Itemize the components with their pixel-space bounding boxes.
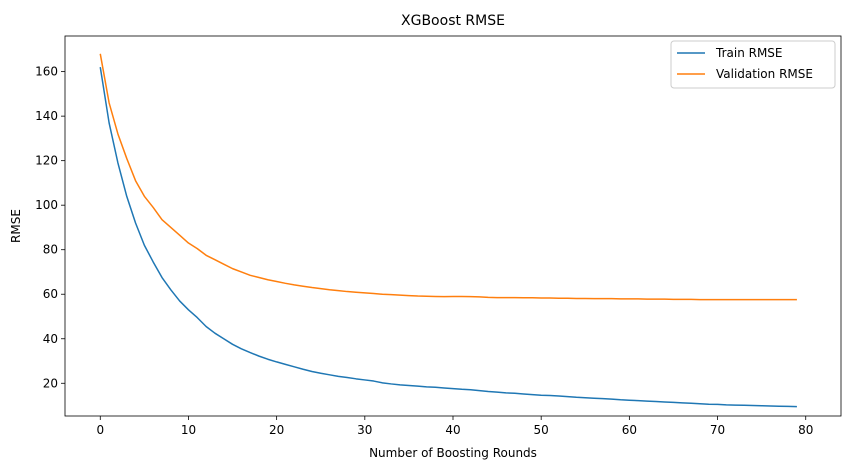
legend-label-validation: Validation RMSE (716, 67, 813, 81)
y-tick-label: 160 (35, 65, 58, 79)
x-tick-label: 60 (622, 423, 637, 437)
x-tick-label: 30 (357, 423, 372, 437)
x-tick-label: 20 (269, 423, 284, 437)
y-tick-label: 40 (43, 332, 58, 346)
y-tick-label: 120 (35, 154, 58, 168)
x-tick-label: 10 (181, 423, 196, 437)
chart-title: XGBoost RMSE (401, 13, 505, 29)
x-axis-title: Number of Boosting Rounds (369, 446, 537, 460)
legend-label-train: Train RMSE (715, 46, 783, 60)
legend: Train RMSE Validation RMSE (670, 40, 836, 89)
y-tick-label: 20 (43, 376, 58, 390)
validation-rmse-line (99, 53, 797, 301)
plot-area-frame (64, 35, 842, 417)
x-tick-label: 80 (798, 423, 813, 437)
y-tick-label: 100 (35, 198, 58, 212)
y-tick-label: 140 (35, 109, 58, 123)
x-tick-label: 70 (710, 423, 725, 437)
legend-box (670, 40, 836, 89)
y-tick-label: 60 (43, 287, 58, 301)
x-tick-label: 50 (534, 423, 549, 437)
y-axis-ticks: 20 40 60 80 100 120 140 160 (35, 65, 65, 390)
x-tick-label: 0 (96, 423, 104, 437)
x-tick-label: 40 (445, 423, 460, 437)
series-lines (99, 53, 797, 408)
y-axis-title: RMSE (9, 209, 23, 243)
y-tick-label: 80 (43, 243, 58, 257)
train-rmse-line (99, 67, 797, 408)
x-axis-ticks: 0 10 20 30 40 50 60 70 80 (96, 416, 813, 437)
